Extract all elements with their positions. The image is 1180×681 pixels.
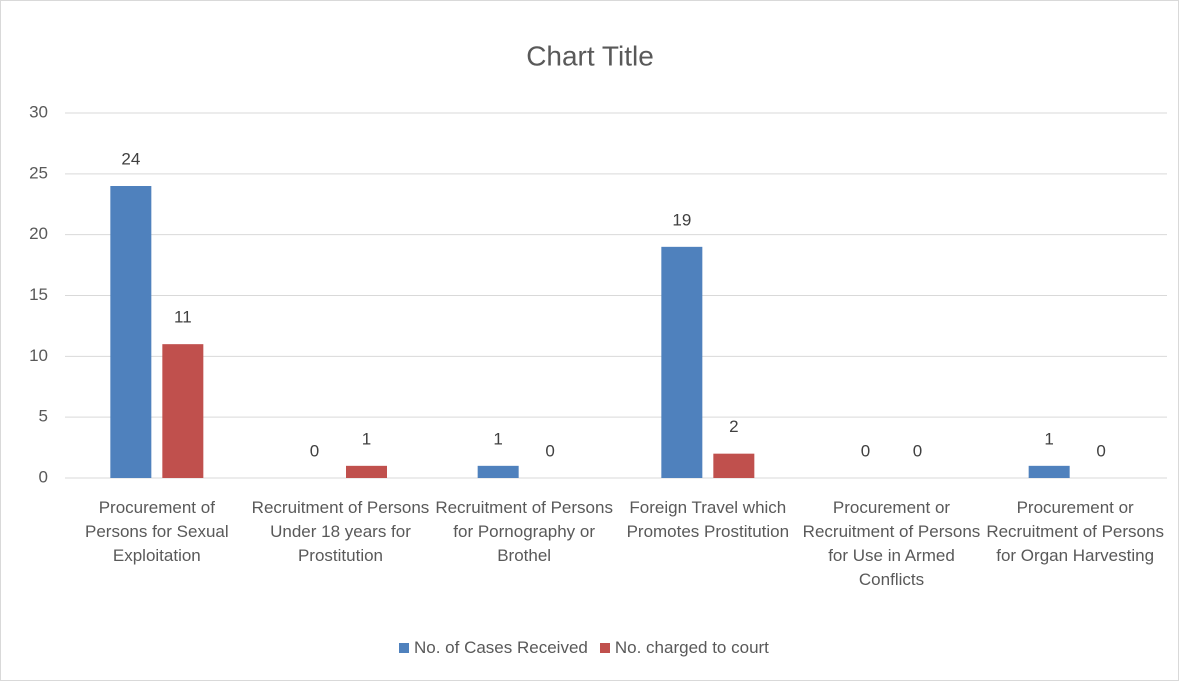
legend-item: No. of Cases Received [399, 638, 588, 658]
data-label: 1 [1044, 429, 1053, 448]
bar [713, 453, 755, 478]
data-label: 2 [729, 417, 738, 436]
bar [162, 344, 204, 478]
x-tick-label: Procurement or Recruitment of Persons fo… [802, 498, 981, 589]
y-tick-label: 10 [29, 346, 48, 365]
y-tick-label: 15 [29, 285, 48, 304]
x-tick-label: Procurement of Persons for Sexual Exploi… [85, 498, 229, 565]
x-tick-label: Foreign Travel which Promotes Prostituti… [626, 498, 790, 541]
chart-title: Chart Title [526, 40, 654, 71]
data-label: 19 [672, 210, 691, 229]
legend-label: No. charged to court [614, 638, 769, 657]
data-label: 0 [861, 441, 870, 460]
y-tick-label: 20 [29, 224, 48, 243]
data-label: 1 [493, 429, 502, 448]
data-label: 0 [310, 441, 319, 460]
x-tick-label: Recruitment of Persons Under 18 years fo… [251, 498, 430, 565]
bar [661, 246, 703, 478]
data-label: 0 [1096, 441, 1105, 460]
x-tick-label: Procurement or Recruitment of Persons fo… [986, 498, 1164, 565]
bar [110, 186, 152, 478]
data-label: 24 [121, 149, 140, 168]
data-label: 0 [913, 441, 922, 460]
y-tick-label: 30 [29, 102, 48, 121]
y-tick-label: 0 [39, 467, 48, 486]
bar [346, 465, 387, 478]
x-tick-label: Recruitment of Persons for Pornography o… [435, 498, 613, 565]
legend: No. of Cases Received No. charged to cour… [399, 638, 781, 658]
bar [1028, 465, 1070, 478]
bar [477, 465, 519, 478]
data-label: 0 [545, 441, 554, 460]
legend-swatch [599, 643, 610, 653]
legend-swatch [399, 643, 409, 653]
legend-item: No. charged to court [599, 638, 769, 658]
y-tick-label: 5 [39, 407, 48, 426]
legend-label: No. of Cases Received [414, 638, 588, 657]
data-label: 1 [362, 429, 371, 448]
data-label: 11 [174, 308, 192, 327]
y-tick-label: 25 [29, 163, 48, 182]
